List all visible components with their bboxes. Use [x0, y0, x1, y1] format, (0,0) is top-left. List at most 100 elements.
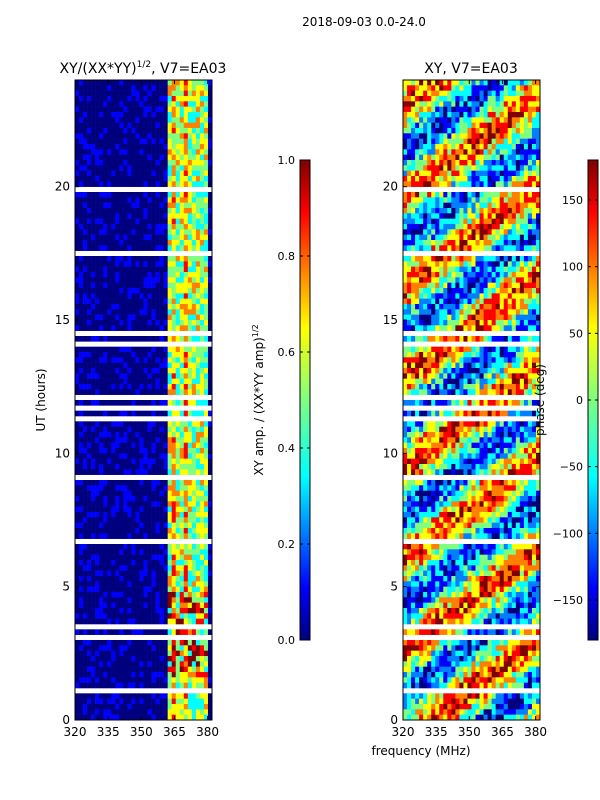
heatmap-cell	[451, 149, 456, 155]
heatmap-cell	[171, 709, 177, 715]
heatmap-cell	[175, 570, 181, 577]
heatmap-cell	[207, 202, 213, 209]
heatmap-cell	[119, 106, 124, 113]
heatmap-cell	[131, 384, 136, 390]
heatmap-cell	[95, 714, 100, 721]
heatmap-cell	[83, 378, 88, 385]
heatmap-cell	[183, 645, 189, 651]
heatmap-cell	[443, 234, 448, 241]
heatmap-cell	[155, 80, 160, 86]
heatmap-cell	[195, 101, 201, 107]
heatmap-cell	[95, 325, 100, 331]
heatmap-cell	[131, 709, 136, 715]
heatmap-cell	[419, 90, 424, 97]
heatmap-cell	[139, 453, 144, 459]
heatmap-cell	[143, 400, 148, 406]
heatmap-cell	[163, 410, 168, 417]
heatmap-cell	[87, 496, 92, 502]
heatmap-cell	[155, 346, 160, 353]
heatmap-cell	[159, 442, 164, 449]
heatmap-cell	[139, 506, 144, 513]
heatmap-cell	[519, 170, 525, 177]
heatmap-cell	[87, 298, 92, 305]
heatmap-cell	[139, 709, 144, 715]
heatmap-cell	[95, 645, 100, 651]
heatmap-cell	[159, 128, 164, 134]
heatmap-cell	[179, 672, 185, 678]
heatmap-cell	[183, 170, 189, 177]
heatmap-cell	[119, 506, 124, 513]
heatmap-cell	[131, 613, 136, 619]
heatmap-cell	[143, 96, 148, 102]
heatmap-cell	[79, 453, 84, 459]
heatmap-cell	[119, 656, 124, 662]
heatmap-cell	[143, 544, 148, 550]
heatmap-cell	[435, 138, 440, 145]
heatmap-cell	[103, 501, 108, 507]
heatmap-cell	[79, 592, 84, 598]
heatmap-cell	[463, 128, 468, 134]
heatmap-cell	[155, 448, 160, 454]
heatmap-cell	[95, 597, 100, 603]
heatmap-cell	[491, 122, 496, 129]
heatmap-cell	[99, 154, 104, 161]
heatmap-cell	[471, 229, 476, 235]
heatmap-cell	[199, 138, 205, 145]
heatmap-cell	[87, 90, 92, 97]
heatmap-cell	[427, 122, 432, 129]
heatmap-cell	[135, 378, 140, 385]
heatmap-cell	[187, 704, 193, 710]
heatmap-cell	[111, 464, 116, 470]
heatmap-cell	[451, 176, 456, 182]
heatmap-cell	[195, 234, 201, 241]
heatmap-cell	[131, 421, 136, 427]
heatmap-cell	[127, 400, 132, 406]
heatmap-cell	[87, 645, 92, 651]
heatmap-cell	[147, 496, 152, 502]
heatmap-cell	[167, 288, 173, 294]
heatmap-cell	[147, 629, 152, 635]
heatmap-cell	[531, 261, 537, 267]
heatmap-cell	[83, 389, 88, 395]
heatmap-cell	[79, 106, 84, 113]
heatmap-cell	[99, 384, 104, 390]
heatmap-cell	[459, 266, 464, 273]
heatmap-cell	[471, 202, 476, 209]
heatmap-cell	[83, 213, 88, 219]
heatmap-cell	[415, 245, 420, 251]
heatmap-cell	[403, 256, 408, 262]
heatmap-cell	[107, 128, 112, 134]
heatmap-cell	[91, 346, 96, 353]
heatmap-cell	[531, 224, 537, 230]
heatmap-cell	[179, 549, 185, 555]
heatmap-cell	[131, 570, 136, 577]
heatmap-cell	[519, 256, 525, 262]
heatmap-cell	[143, 453, 148, 459]
heatmap-cell	[523, 165, 529, 171]
heatmap-cell	[79, 517, 84, 523]
heatmap-cell	[195, 704, 201, 710]
heatmap-cell	[151, 282, 156, 289]
heatmap-cell	[403, 261, 408, 267]
heatmap-cell	[123, 256, 128, 262]
heatmap-cell	[119, 128, 124, 134]
heatmap-cell	[147, 133, 152, 139]
heatmap-cell	[451, 282, 456, 289]
heatmap-cell	[83, 165, 88, 171]
heatmap-cell	[159, 618, 164, 625]
heatmap-cell	[131, 426, 136, 433]
heatmap-cell	[75, 368, 80, 374]
heatmap-cell	[87, 400, 92, 406]
heatmap-cell	[183, 80, 189, 86]
heatmap-cell	[167, 560, 173, 566]
heatmap-cell	[87, 565, 92, 571]
heatmap-cell	[179, 138, 185, 145]
heatmap-cell	[159, 453, 164, 459]
heatmap-cell	[167, 192, 173, 198]
heatmap-cell	[435, 261, 440, 267]
heatmap-cell	[179, 197, 185, 203]
heatmap-cell	[203, 714, 209, 721]
heatmap-cell	[407, 122, 412, 129]
heatmap-cell	[83, 469, 88, 475]
heatmap-cell	[107, 709, 112, 715]
